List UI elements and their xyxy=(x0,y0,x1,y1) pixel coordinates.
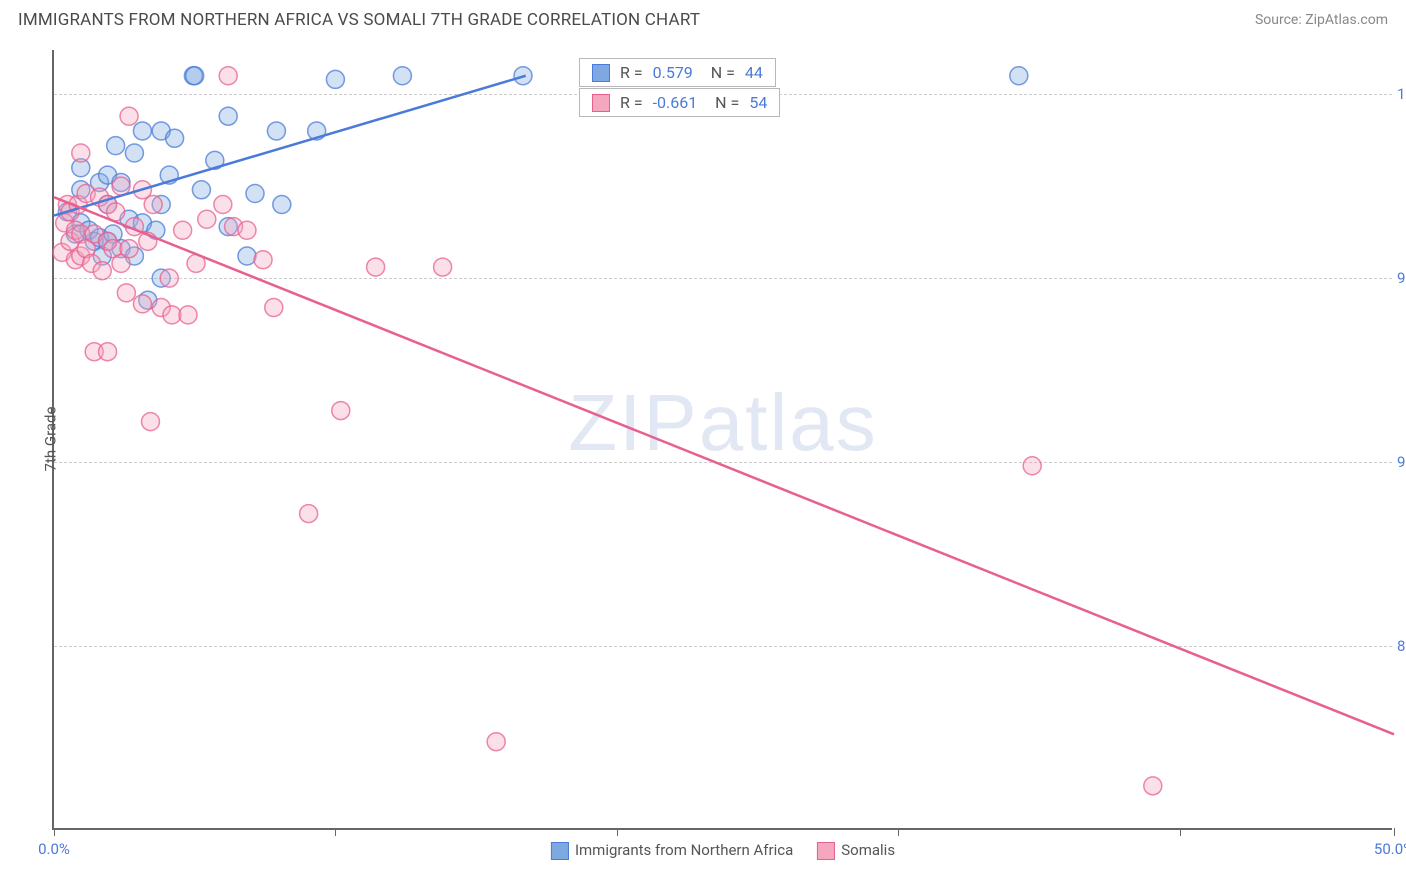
data-point xyxy=(141,413,159,431)
data-point xyxy=(246,184,264,202)
data-point xyxy=(166,129,184,147)
scatter-plot-svg xyxy=(54,50,1394,830)
legend-swatch-icon xyxy=(551,842,569,860)
data-point xyxy=(367,258,385,276)
data-point xyxy=(120,240,138,258)
data-point xyxy=(332,402,350,420)
x-tick-label: 0.0% xyxy=(38,840,70,858)
data-point xyxy=(265,299,283,317)
data-point xyxy=(112,177,130,195)
stat-r-label: R = xyxy=(620,63,643,82)
data-point xyxy=(273,196,291,214)
data-point xyxy=(219,67,237,85)
data-point xyxy=(1023,457,1041,475)
data-point xyxy=(393,67,411,85)
data-point xyxy=(1144,777,1162,795)
source-label: Source: ZipAtlas.com xyxy=(1255,12,1388,28)
legend-label: Immigrants from Northern Africa xyxy=(575,841,793,859)
x-tick xyxy=(1394,828,1395,836)
legend-swatch-icon xyxy=(592,64,610,82)
stat-n-value: 54 xyxy=(749,93,767,112)
data-point xyxy=(72,144,90,162)
data-point xyxy=(120,107,138,125)
legend-swatch-icon xyxy=(817,842,835,860)
stat-n-label: N = xyxy=(707,93,739,112)
data-point xyxy=(133,295,151,313)
stat-box: R = 0.579 N = 44 xyxy=(579,58,776,87)
data-point xyxy=(99,343,117,361)
legend-item: Somalis xyxy=(817,841,895,860)
legend-swatch-icon xyxy=(592,94,610,112)
data-point xyxy=(125,144,143,162)
plot-area: 7th Grade 85.0%90.0%95.0%100.0% 0.0%50.0… xyxy=(52,50,1392,830)
chart-container: 7th Grade 85.0%90.0%95.0%100.0% 0.0%50.0… xyxy=(52,50,1392,830)
chart-title: IMMIGRANTS FROM NORTHERN AFRICA VS SOMAL… xyxy=(18,10,700,30)
stat-r-label: R = xyxy=(620,93,643,112)
chart-header: IMMIGRANTS FROM NORTHERN AFRICA VS SOMAL… xyxy=(0,0,1406,36)
stat-n-label: N = xyxy=(703,63,735,82)
data-point xyxy=(1010,67,1028,85)
data-point xyxy=(117,284,135,302)
data-point xyxy=(163,306,181,324)
data-point xyxy=(93,262,111,280)
trendline xyxy=(54,197,1394,734)
legend-label: Somalis xyxy=(841,841,895,859)
x-tick-label: 50.0% xyxy=(1374,840,1406,858)
data-point xyxy=(238,247,256,265)
legend-item: Immigrants from Northern Africa xyxy=(551,841,793,860)
data-point xyxy=(186,67,204,85)
data-point xyxy=(198,210,216,228)
data-point xyxy=(192,181,210,199)
data-point xyxy=(238,221,256,239)
y-tick-label: 90.0% xyxy=(1397,453,1406,471)
data-point xyxy=(133,122,151,140)
data-point xyxy=(179,306,197,324)
stat-n-value: 44 xyxy=(745,63,763,82)
data-point xyxy=(219,107,237,125)
data-point xyxy=(254,251,272,269)
data-point xyxy=(174,221,192,239)
stat-box: R = -0.661 N = 54 xyxy=(579,88,780,117)
data-point xyxy=(487,733,505,751)
stat-r-value: 0.579 xyxy=(653,63,693,82)
data-point xyxy=(300,505,318,523)
data-point xyxy=(144,196,162,214)
data-point xyxy=(434,258,452,276)
data-point xyxy=(160,269,178,287)
stat-r-value: -0.661 xyxy=(653,93,698,112)
data-point xyxy=(267,122,285,140)
y-tick-label: 100.0% xyxy=(1397,85,1406,103)
data-point xyxy=(214,196,232,214)
data-point xyxy=(107,137,125,155)
legend-bottom: Immigrants from Northern Africa Somalis xyxy=(551,841,895,860)
data-point xyxy=(326,70,344,88)
y-tick-label: 95.0% xyxy=(1397,269,1406,287)
y-tick-label: 85.0% xyxy=(1397,637,1406,655)
